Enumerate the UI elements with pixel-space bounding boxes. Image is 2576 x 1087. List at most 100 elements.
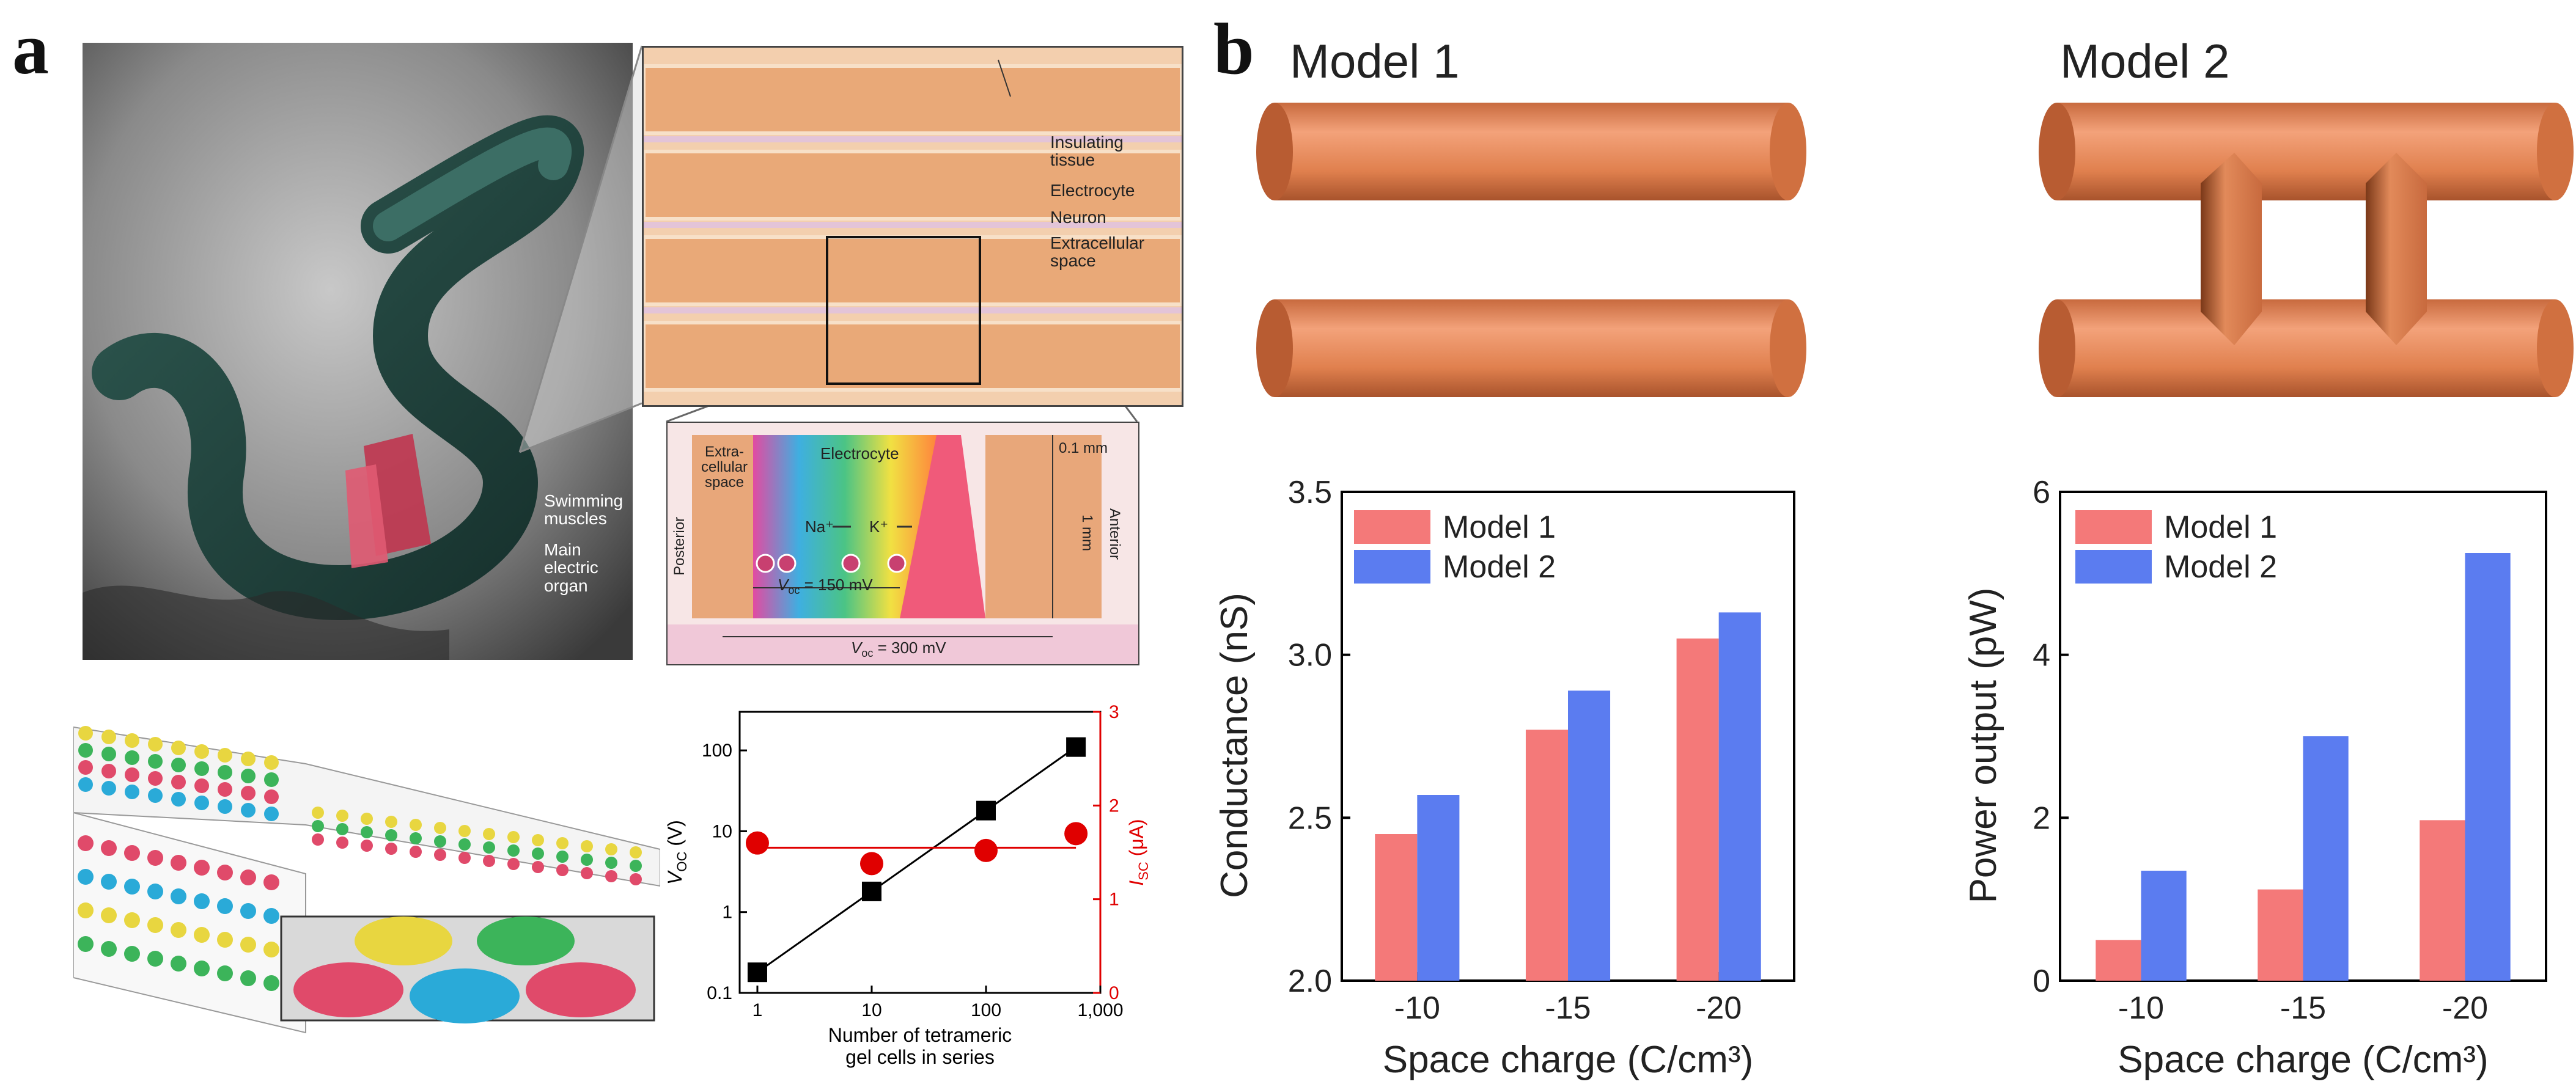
gel-dot — [101, 941, 117, 957]
bar-model-2 — [1568, 690, 1611, 981]
gel-dot — [556, 837, 569, 849]
gel-dot — [630, 860, 642, 872]
legend-label: Model 2 — [2164, 549, 2277, 585]
label-electrocyte-cell: Electrocyte — [820, 444, 899, 463]
model-2-cylinders — [2039, 103, 2574, 397]
label-extracellular: Extra- cellular space — [701, 444, 748, 491]
gel-dot — [263, 975, 279, 991]
isc-data-point — [1064, 822, 1088, 846]
gel-dot — [410, 846, 422, 858]
gel-dot — [194, 860, 210, 876]
gel-cell-array-illustration — [73, 690, 660, 1045]
gel-dot — [483, 855, 495, 867]
gel-dot — [605, 843, 617, 855]
gel-dot — [385, 816, 397, 828]
electrocyte-cell-diagram: Extra- cellular space Electrocyte 0.1 mm… — [666, 422, 1139, 665]
gel-dot — [101, 747, 116, 761]
gel-dot — [148, 737, 163, 752]
voc300-symbol: V — [851, 639, 862, 657]
gel-dot — [147, 951, 163, 967]
gel-dot — [241, 769, 256, 783]
gel-dot — [385, 829, 397, 841]
gel-dot — [581, 854, 593, 866]
bar-model-1 — [2258, 889, 2303, 981]
voc-x-tick-label: 1 — [753, 1000, 763, 1020]
gel-dot — [148, 788, 163, 803]
gel-dot — [101, 840, 117, 856]
gel-dot — [194, 961, 210, 976]
bar-y-tick-label: 4 — [2033, 638, 2050, 673]
gel-dot — [125, 767, 139, 782]
gel-dot — [218, 782, 232, 797]
gel-dot — [605, 870, 617, 882]
isc-data-point — [745, 831, 769, 855]
gel-dot — [483, 828, 495, 840]
panel-letter-b: b — [1213, 8, 1254, 89]
gel-dot — [361, 826, 373, 838]
gel-dot — [434, 849, 446, 861]
isc-y-tick-label: 3 — [1109, 702, 1119, 722]
gel-dot — [101, 874, 117, 890]
legend-label: Model 2 — [1443, 549, 1556, 585]
label-scale-0-1mm: 0.1 mm — [1059, 440, 1108, 456]
cell-drawing — [668, 435, 1138, 664]
gel-dot — [78, 902, 94, 918]
voc-y-axis-label: VOC (V) — [664, 820, 690, 885]
gel-dot — [194, 796, 209, 810]
legend-swatch — [1354, 550, 1430, 584]
gel-dot — [124, 845, 140, 861]
isc-data-point — [974, 838, 998, 862]
gel-dot — [336, 810, 348, 822]
gel-dot — [78, 760, 93, 775]
gel-dot — [434, 835, 446, 847]
gel-dot — [147, 850, 163, 866]
gel-dot — [194, 744, 209, 759]
isc-y-tick-label: 2 — [1109, 796, 1119, 816]
bar-x-tick-label: -10 — [1394, 990, 1440, 1026]
gel-array-drawing — [73, 726, 660, 1034]
bar-y-tick-label: 2 — [2033, 800, 2050, 836]
gel-dot — [218, 765, 232, 780]
label-voc-300: Voc = 300 mV — [851, 639, 946, 660]
gel-dot — [630, 873, 642, 885]
gel-dot — [312, 833, 324, 846]
voc150-symbol: V — [778, 576, 789, 594]
gel-dot — [336, 823, 348, 835]
gel-dot — [171, 758, 186, 772]
bar-x-axis-label: Space charge (C/cm³) — [1383, 1039, 1753, 1081]
bar-model-1 — [2420, 820, 2465, 981]
voc-y-tick-label: 1 — [722, 902, 732, 923]
gel-dot — [532, 847, 544, 860]
gel-dot — [434, 822, 446, 834]
tissue-drawing — [644, 48, 1182, 405]
bar-model-2 — [2303, 736, 2349, 981]
gel-dot — [125, 733, 139, 748]
legend-label: Model 1 — [2164, 510, 2277, 545]
gel-dot — [507, 831, 520, 843]
bar-y-tick-label: 2.5 — [1288, 800, 1332, 836]
gel-dot — [458, 825, 471, 837]
gel-dot — [483, 841, 495, 854]
gel-dot — [263, 908, 279, 924]
bar-model-1 — [1375, 834, 1418, 981]
gel-dot — [171, 741, 186, 755]
bar-model-2 — [1718, 612, 1761, 981]
gel-dot — [147, 884, 163, 899]
gel-dot — [194, 893, 210, 909]
gel-dot — [532, 861, 544, 873]
gel-dot — [556, 851, 569, 863]
gel-dot — [240, 937, 256, 953]
voc-data-point — [747, 962, 767, 983]
gel-dot — [148, 754, 163, 769]
voc150-value: = 150 mV — [800, 576, 873, 594]
gel-dot — [361, 840, 373, 852]
gel-dot — [410, 819, 422, 831]
bar-x-tick-label: -20 — [1696, 990, 1742, 1026]
gel-dot — [194, 778, 209, 793]
gel-dot — [101, 764, 116, 778]
label-k-ion: K⁺ — [869, 518, 889, 536]
gel-dot — [124, 946, 140, 962]
label-neuron: Neuron — [1050, 208, 1106, 227]
bar-model-1 — [1525, 730, 1568, 981]
